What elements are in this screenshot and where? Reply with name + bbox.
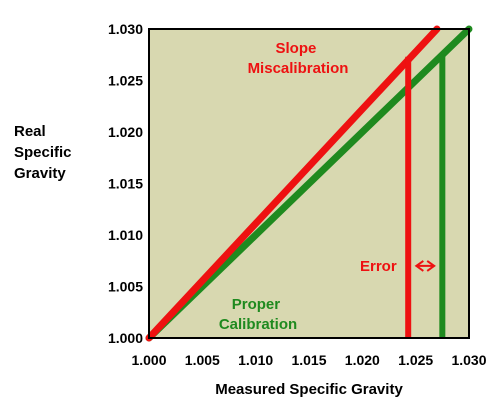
y-tick-label: 1.010 [108,227,143,243]
y-tick-label: 1.005 [108,279,143,295]
y-axis-label-line: Gravity [14,165,66,182]
error-arrow-head-left [414,260,424,272]
x-tick-label: 1.005 [185,352,220,368]
y-tick-label: 1.015 [108,176,143,192]
y-axis-label: Real Specific Gravity [14,123,76,182]
series-label-line: Slope [275,40,316,57]
y-tick-label: 1.025 [108,73,143,89]
series-label-line: Proper [232,296,281,313]
y-axis-ticks: 1.000 1.005 1.010 1.015 1.020 1.025 1.030 [108,21,143,346]
series-label-line: Miscalibration [248,60,349,77]
x-tick-label: 1.030 [451,352,486,368]
x-tick-label: 1.020 [345,352,380,368]
plot-frame [148,28,470,339]
x-tick-label: 1.000 [131,352,166,368]
x-tick-label: 1.015 [291,352,326,368]
x-axis-label: Measured Specific Gravity [215,381,403,398]
series-line-slope-miscalibration [145,25,441,342]
x-axis-ticks: 1.000 1.005 1.010 1.015 1.020 1.025 1.030 [131,352,486,368]
series-label-slope-miscalibration: Slope Miscalibration [248,40,349,77]
series-layer [145,25,473,342]
x-tick-label: 1.025 [398,352,433,368]
error-arrow-head-right [426,260,436,272]
error-label: Error [360,258,397,275]
series-label-line: Calibration [219,316,297,333]
x-tick-label: 1.010 [238,352,273,368]
y-axis-label-line: Real [14,123,46,140]
error-arrow [414,260,436,272]
series-label-proper-calibration: Proper Calibration [219,296,297,333]
y-axis-label-line: Specific [14,144,72,161]
y-tick-label: 1.020 [108,124,143,140]
series-line-proper-calibration [145,25,473,342]
y-tick-label: 1.030 [108,21,143,37]
y-tick-label: 1.000 [108,330,143,346]
